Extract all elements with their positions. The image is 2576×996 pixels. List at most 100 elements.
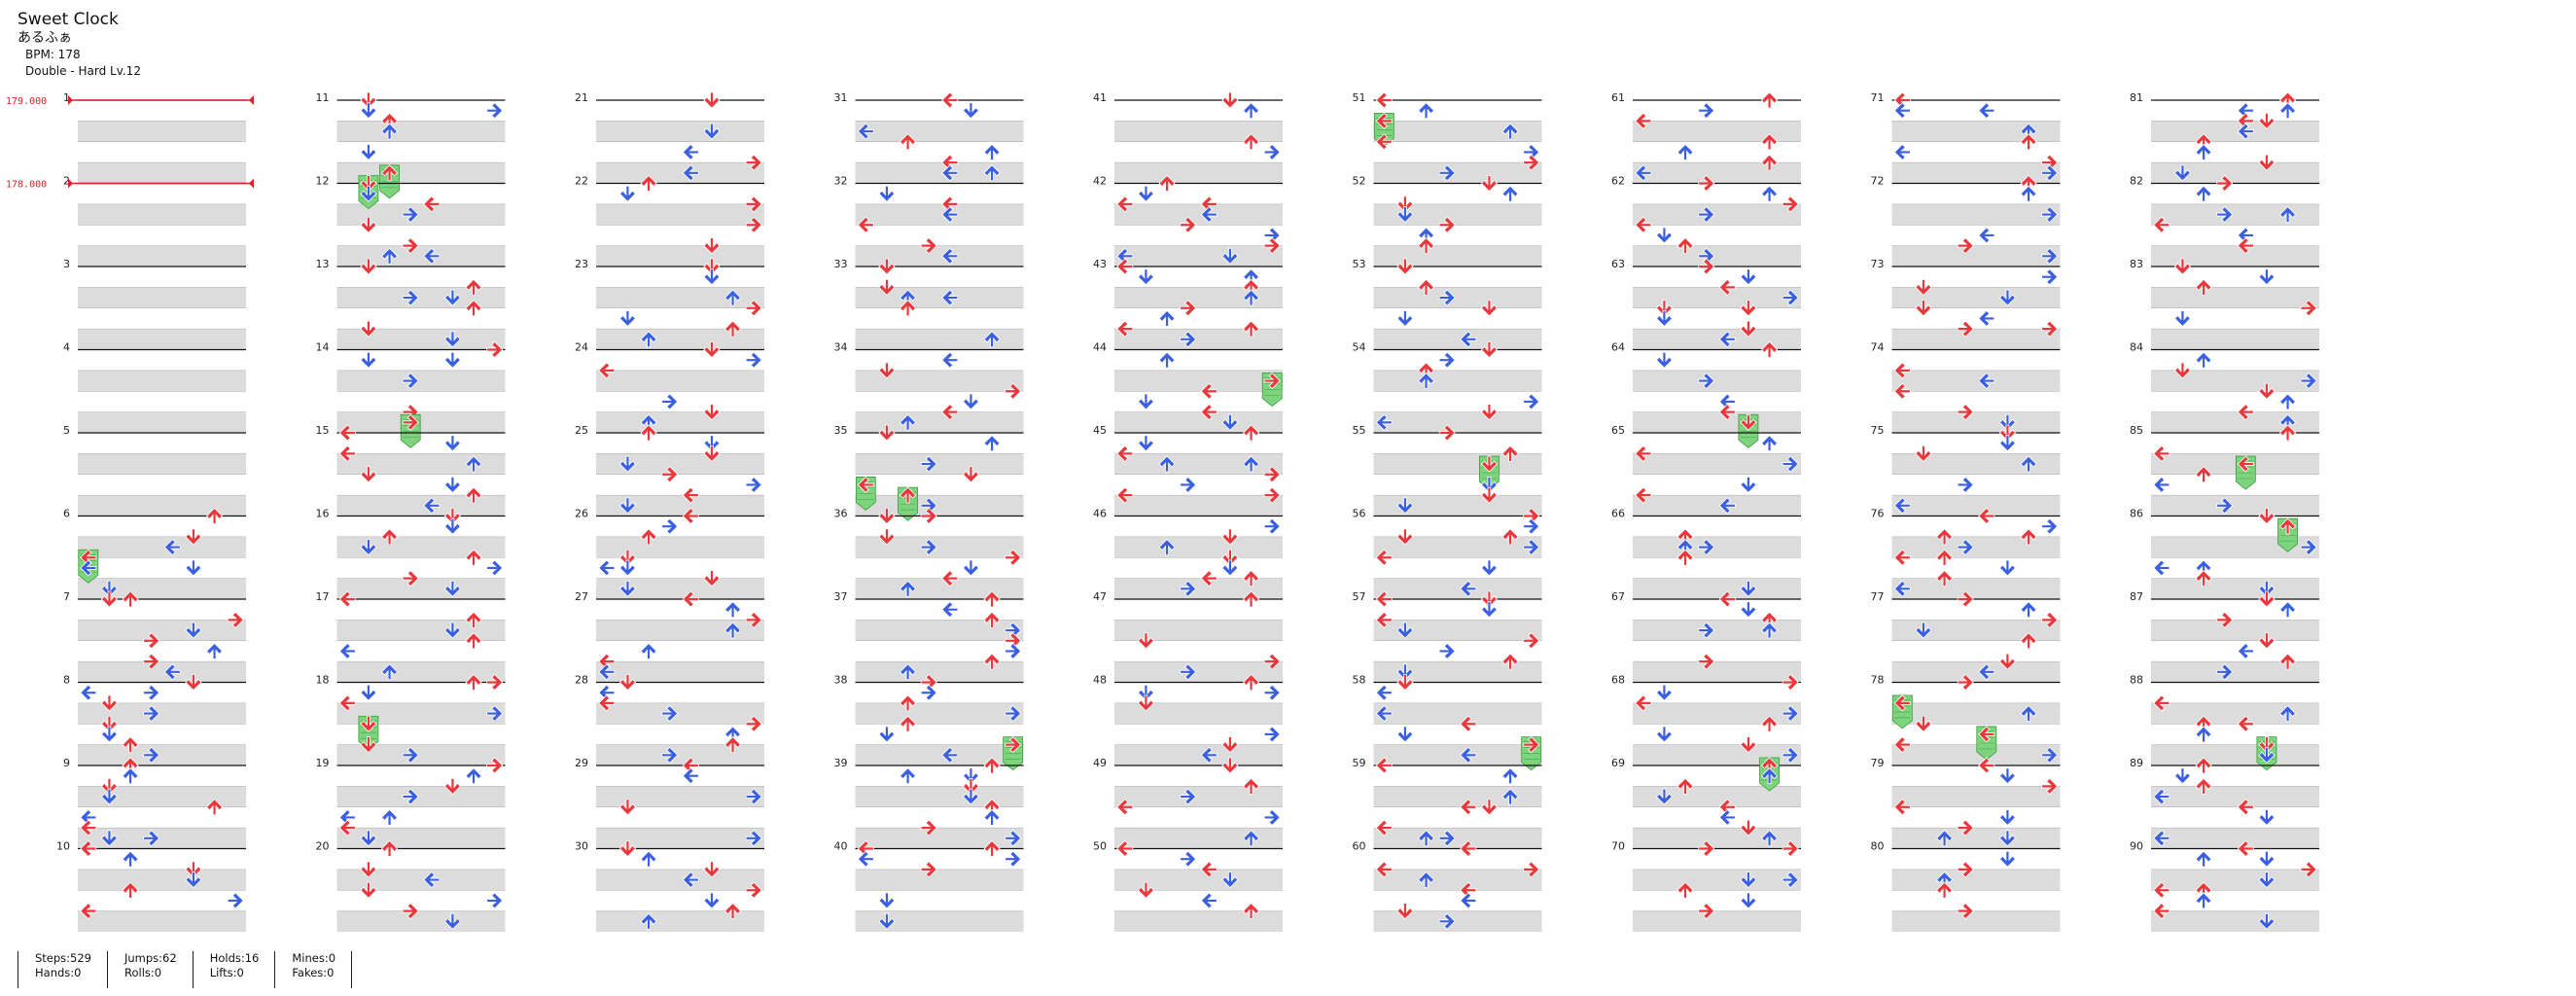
arrow-up-icon [122, 850, 139, 868]
arrow-left-icon [1375, 684, 1393, 701]
arrow-left-icon [1116, 320, 1134, 338]
arrow-left-icon [1635, 694, 1652, 712]
measure-number: 55 [1353, 424, 1366, 437]
arrow-down-icon [618, 840, 637, 858]
measure-number: 79 [1871, 757, 1885, 769]
beat-stripe [1633, 702, 1801, 725]
beat-stripe [1633, 744, 1801, 765]
beat-stripe [1373, 453, 1542, 475]
measure-number: 26 [575, 508, 588, 520]
arrow-up-icon [1501, 445, 1519, 462]
beat-stripe [1114, 828, 1283, 849]
beat-stripe [1373, 536, 1542, 558]
hold-note-icon [1521, 736, 1542, 771]
beat-stripe [1114, 329, 1283, 350]
arrow-right-icon [1438, 289, 1456, 306]
beat-stripe [855, 744, 1024, 765]
arrow-right-icon [1698, 174, 1715, 193]
beat-stripe [1891, 162, 2061, 184]
arrow-left-icon [1375, 133, 1393, 151]
beat-stripe [2151, 910, 2319, 932]
measure-column: 71 72 73 74 75 76 77 78 79 80 [1871, 91, 2061, 932]
arrow-down-icon [360, 144, 377, 161]
arrow-left-icon [1893, 362, 1911, 379]
beat-stripe [1633, 287, 1801, 308]
measure-column: 51 52 53 54 55 56 57 58 59 60 [1353, 91, 1542, 932]
beat-stripe [1633, 245, 1801, 267]
arrow-down-icon [1998, 424, 2017, 442]
arrow-left-icon [941, 601, 959, 619]
measure-column: 1 2 3 4 5 6 7 8 9 10 [56, 91, 246, 932]
beat-stripe [1114, 661, 1283, 683]
arrow-left-icon [2153, 694, 2170, 712]
arrow-right-icon [1263, 653, 1281, 670]
measure-number: 3 [63, 258, 70, 270]
arrow-up-icon [465, 673, 482, 691]
hold-note-icon [358, 715, 379, 750]
arrow-down-icon [878, 185, 896, 202]
beat-stripe [2151, 578, 2319, 599]
arrow-down-icon [360, 715, 377, 732]
arrow-up-icon [1417, 102, 1435, 120]
arrow-left-icon [1978, 227, 1995, 244]
arrow-left-icon [941, 289, 959, 306]
beat-stripe [78, 661, 246, 683]
beat-stripe [1114, 702, 1283, 725]
arrow-up-icon [983, 653, 1001, 670]
arrow-up-icon [1935, 830, 1954, 847]
arrow-down-icon [618, 185, 637, 202]
arrow-down-icon [1396, 196, 1414, 213]
arrow-left-icon [1718, 404, 1736, 421]
arrow-up-icon [2278, 393, 2297, 410]
arrow-right-icon [1957, 590, 1974, 608]
arrow-down-icon [1137, 684, 1155, 701]
measure-number: 37 [834, 590, 848, 603]
arrow-up-icon [1242, 133, 1260, 151]
arrow-left-icon [80, 819, 97, 836]
measure-number: 80 [1871, 840, 1885, 853]
arrow-up-icon [1417, 237, 1435, 255]
beat-stripe [1114, 495, 1283, 516]
arrow-left-icon [941, 404, 959, 421]
arrow-down-icon [962, 466, 980, 483]
arrow-up-icon [2195, 777, 2212, 795]
arrow-left-icon [1893, 736, 1911, 754]
arrow-up-icon [1242, 570, 1260, 587]
arrow-left-icon [857, 123, 874, 140]
arrow-down-icon [100, 590, 119, 608]
beat-stripe [1891, 370, 2061, 392]
arrow-up-icon [2020, 185, 2037, 202]
measure-number: 13 [316, 258, 330, 270]
arrow-up-icon [465, 278, 482, 296]
arrow-left-icon [163, 538, 181, 556]
arrow-left-icon [2153, 903, 2170, 920]
beat-stripe [1373, 370, 1542, 392]
arrow-down-icon [360, 320, 377, 338]
beat-stripe [1633, 661, 1801, 683]
arrow-down-icon [1396, 206, 1414, 224]
arrow-down-icon [185, 872, 202, 889]
arrow-up-icon [1501, 653, 1519, 670]
arrow-down-icon [1740, 300, 1757, 317]
arrow-down-icon [1915, 300, 1932, 317]
measure-number: 53 [1353, 258, 1366, 270]
arrow-up-icon [1760, 91, 1779, 109]
arrow-down-icon [1221, 247, 1239, 265]
arrow-up-icon [122, 736, 139, 754]
beat-stripe [2151, 329, 2319, 350]
arrow-down-icon [878, 424, 896, 442]
measure-number: 12 [316, 175, 330, 188]
arrow-left-icon [682, 486, 699, 504]
measure-number: 28 [575, 674, 588, 687]
measure-number: 48 [1093, 674, 1107, 687]
arrow-up-icon [2195, 351, 2212, 369]
arrow-left-icon [857, 476, 874, 494]
arrow-left-icon [1978, 663, 1995, 681]
arrow-down-icon [2258, 112, 2276, 129]
arrow-left-icon [423, 196, 441, 213]
arrow-right-icon [1263, 372, 1281, 390]
arrow-left-icon [338, 642, 356, 660]
measure-number: 6 [63, 508, 70, 520]
arrow-right-icon [402, 205, 419, 224]
arrow-left-icon [857, 850, 874, 868]
